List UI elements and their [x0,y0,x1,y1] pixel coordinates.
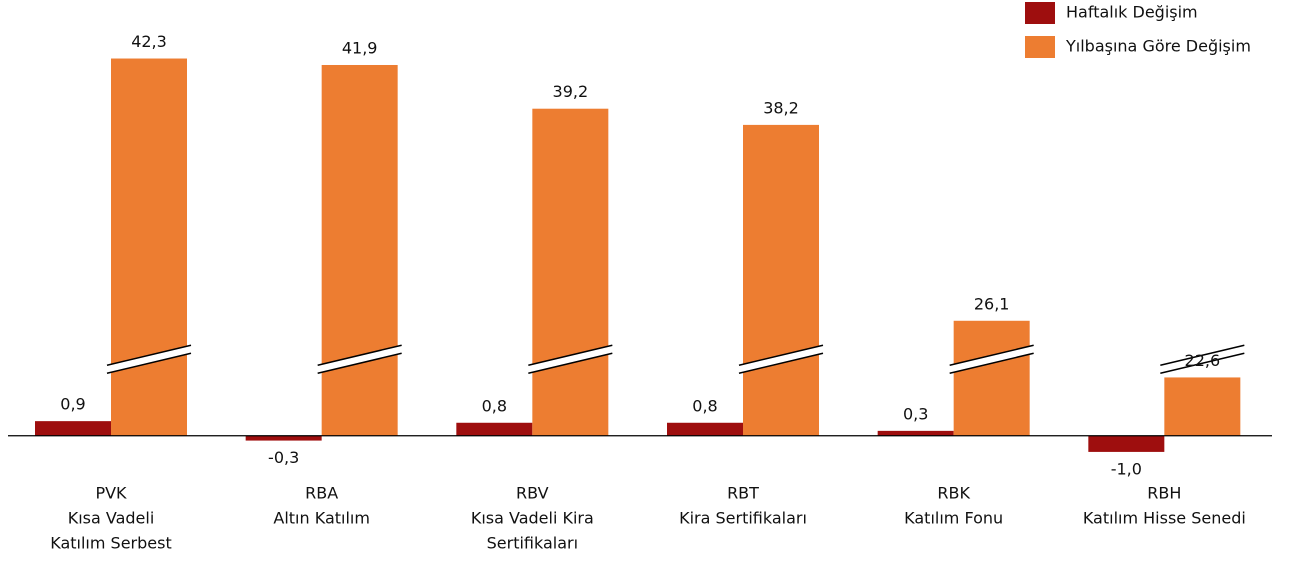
data-label: 0,9 [60,395,85,414]
data-label: 0,8 [692,396,717,415]
axis-break [949,352,1034,374]
axis-break [317,345,402,374]
axis-break [739,345,823,374]
data-label: 39,2 [553,82,589,101]
bar [321,64,398,436]
bar [1164,377,1241,436]
bar [245,435,322,441]
bar [743,124,819,436]
x-tick-label: RBK [937,484,970,503]
x-tick-label: RBA [305,484,338,503]
x-tick-label: Katılım Serbest [50,534,171,553]
axis-break [528,345,613,374]
axis-break [528,352,613,374]
axis-break [106,344,192,366]
legend-swatch [1025,2,1055,24]
bar [877,430,954,436]
bar [35,421,111,436]
axis-break [949,345,1034,374]
axis-break [106,352,192,374]
bar [667,422,743,436]
data-label: -1,0 [1111,459,1142,478]
axis-break [1160,345,1245,374]
data-label: 0,8 [482,396,507,415]
x-tick-label: Altın Katılım [273,509,370,528]
bar [532,108,609,436]
axis-break [1160,352,1245,374]
data-label: 41,9 [342,38,378,57]
data-label: 0,3 [903,404,928,423]
axis-break [317,352,402,374]
axis-break [949,344,1034,366]
axis-break [317,344,402,366]
axis-break [107,345,191,374]
data-label: 42,3 [131,32,167,51]
axis-break [1160,344,1245,366]
x-tick-label: Katılım Hisse Senedi [1083,509,1246,528]
legend-label: Yılbaşına Göre Değişim [1065,37,1251,56]
x-tick-label: Kısa Vadeli Kira [471,509,594,528]
axis-break [738,352,824,374]
data-label: 22,6 [1185,351,1221,370]
x-tick-label: Sertifikaları [487,534,578,553]
bar [111,58,187,436]
data-label: 26,1 [974,294,1010,313]
bar [953,320,1030,436]
x-tick-label: Kira Sertifikaları [679,509,807,528]
axis-break [738,344,824,366]
legend-swatch [1025,36,1055,58]
x-tick-label: RBH [1147,484,1181,503]
x-tick-label: PVK [95,484,127,503]
x-tick-label: RBT [727,484,759,503]
data-label: 38,2 [763,98,799,117]
x-tick-label: Kısa Vadeli [68,509,155,528]
legend-label: Haftalık Değişim [1066,3,1198,22]
x-tick-label: Katılım Fonu [904,509,1003,528]
bar [456,422,533,436]
bar [1088,435,1165,452]
axis-break [528,344,613,366]
data-label: -0,3 [268,448,299,467]
x-tick-label: RBV [516,484,549,503]
